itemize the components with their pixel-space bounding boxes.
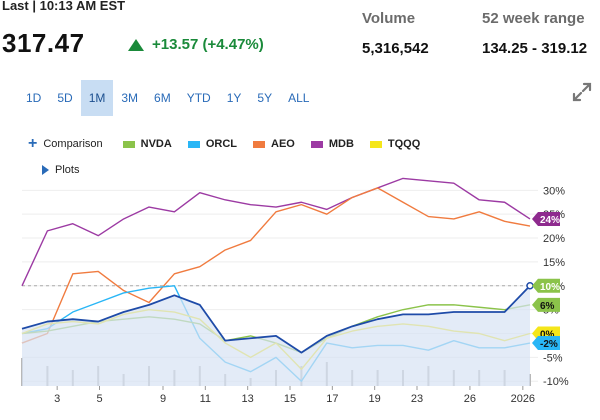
price-change: +13.57 (+4.47%) <box>128 36 264 53</box>
range-button-1d[interactable]: 1D <box>26 91 42 105</box>
up-arrow-icon <box>128 38 144 51</box>
x-tick-label: 11 <box>200 393 211 405</box>
range-button-all[interactable]: ALL <box>288 91 310 105</box>
range-value: 134.25 - 319.12 <box>482 40 588 57</box>
comparison-button[interactable]: + Comparison <box>28 136 103 152</box>
volume-value: 5,316,542 <box>362 40 429 57</box>
range-button-1m[interactable]: 1M <box>80 80 114 116</box>
legend-item-orcl[interactable]: ORCL <box>187 138 237 150</box>
range-button-1y[interactable]: 1Y <box>226 91 242 105</box>
series-line-mdb <box>21 177 531 287</box>
legend-item-tqqq[interactable]: TQQQ <box>369 138 421 150</box>
end-value-badge <box>532 211 560 226</box>
end-value-badge <box>532 297 560 312</box>
plots-label: Plots <box>55 164 80 176</box>
quote-header: Last | 10:13 AM EST 317.47 +13.57 (+4.47… <box>0 0 600 70</box>
x-tick-label: 5 <box>96 393 102 405</box>
x-tick-label: 15 <box>284 393 296 405</box>
y-tick-label: 15% <box>543 257 565 269</box>
volume-label: Volume <box>362 10 416 27</box>
end-value-label: -2% <box>540 339 558 350</box>
range-button-6m[interactable]: 6M <box>154 91 171 105</box>
x-tick-label: 2026 <box>511 393 535 405</box>
time-range-selector: 1D 5D 1M 3M 6M YTD 1Y 5Y ALL <box>18 80 317 116</box>
price-chart: 30%25%20%15%10%5%0%-5%-10%35911131517192… <box>21 177 569 405</box>
expand-triangle-icon <box>42 165 49 175</box>
series-line-aeo <box>21 187 531 344</box>
last-price: 317.47 <box>2 28 85 58</box>
plus-icon: + <box>28 135 38 152</box>
legend-label: AEO <box>271 138 295 150</box>
end-value-label: 0% <box>540 330 555 341</box>
end-value-badge <box>532 278 560 293</box>
legend-swatch <box>187 140 200 148</box>
legend-swatch <box>310 140 323 148</box>
chart-legend: + Comparison NVDA ORCL AEO MDB TQQQ <box>28 136 420 152</box>
legend-item-nvda[interactable]: NVDA <box>122 138 172 150</box>
end-value-label: 6% <box>540 301 555 312</box>
x-tick-label: 9 <box>160 393 166 405</box>
range-button-ytd[interactable]: YTD <box>186 91 211 105</box>
price-change-value: +13.57 (+4.47%) <box>152 36 264 53</box>
y-tick-label: -5% <box>543 352 563 364</box>
range-button-3m[interactable]: 3M <box>121 91 139 105</box>
y-tick-label: -10% <box>543 376 569 388</box>
range-button-5d[interactable]: 5D <box>57 91 73 105</box>
x-tick-label: 23 <box>411 393 423 405</box>
legend-items: NVDA ORCL AEO MDB TQQQ <box>107 138 421 150</box>
x-tick-label: 13 <box>242 393 254 405</box>
x-tick-label: 3 <box>54 393 60 405</box>
legend-swatch <box>122 140 135 148</box>
legend-label: ORCL <box>205 138 237 150</box>
range-button-5y[interactable]: 5Y <box>257 91 273 105</box>
legend-swatch <box>369 140 382 148</box>
x-tick-label: 19 <box>369 393 381 405</box>
legend-label: TQQQ <box>387 138 421 150</box>
y-tick-label: 30% <box>543 185 565 197</box>
end-value-label: 24% <box>540 215 560 226</box>
y-tick-label: 20% <box>543 233 565 245</box>
plots-toggle[interactable]: Plots <box>42 164 79 176</box>
end-value-badge <box>532 336 560 351</box>
last-updated-label: Last | 10:13 AM EST <box>2 0 126 13</box>
x-tick-label: 17 <box>326 393 338 405</box>
legend-label: MDB <box>328 138 354 150</box>
legend-swatch <box>253 140 265 148</box>
legend-item-mdb[interactable]: MDB <box>310 138 354 150</box>
x-tick-label: 26 <box>464 393 476 405</box>
expand-icon[interactable] <box>570 80 594 104</box>
comparison-label: Comparison <box>43 138 103 150</box>
end-value-label: 10% <box>540 282 560 293</box>
series-line-price <box>21 285 531 354</box>
range-label: 52 week range <box>482 10 585 27</box>
legend-item-aeo[interactable]: AEO <box>253 138 295 150</box>
legend-label: NVDA <box>140 138 172 150</box>
